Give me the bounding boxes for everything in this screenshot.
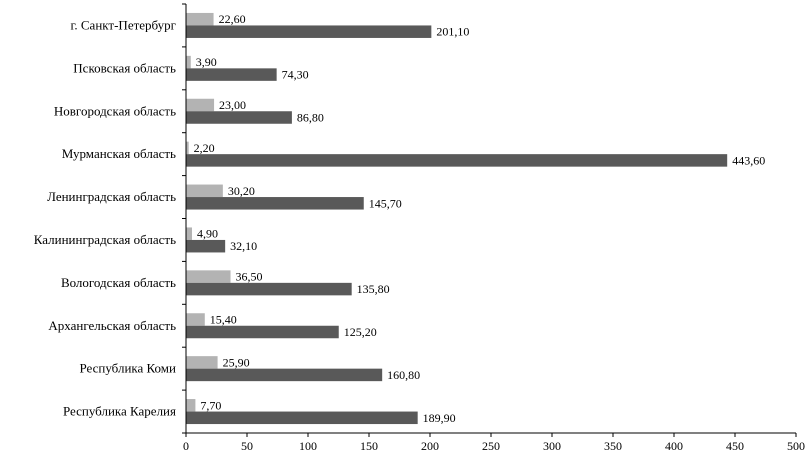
x-tick-label-1: 50: [241, 439, 253, 453]
value-label-series2-8: 125,20: [344, 325, 377, 339]
category-label-5: Ленинградская область: [47, 189, 176, 204]
bar-series1-4: [186, 141, 189, 155]
bar-series1-1: [186, 12, 214, 26]
value-label-series1-5: 30,20: [228, 184, 255, 198]
x-tick-label-5: 250: [482, 439, 500, 453]
bar-series2-7: [186, 282, 352, 296]
category-label-3: Новгородская область: [54, 103, 176, 118]
bar-series2-3: [186, 111, 292, 124]
value-label-series2-6: 32,10: [230, 239, 257, 253]
bar-series1-2: [186, 55, 191, 69]
category-label-1: г. Санкт-Петербург: [71, 17, 176, 32]
bar-series1-3: [186, 98, 215, 112]
x-tick-label-2: 100: [299, 439, 317, 453]
value-label-series2-2: 74,30: [282, 68, 309, 82]
bar-series2-2: [186, 68, 277, 81]
bar-series2-10: [186, 411, 418, 425]
bar-series1-6: [186, 227, 192, 240]
category-label-10: Республика Карелия: [63, 404, 176, 419]
category-label-2: Псковская область: [73, 60, 176, 75]
category-label-4: Мурманская область: [62, 146, 176, 161]
bar-series1-7: [186, 270, 231, 283]
x-tick-label-4: 200: [421, 439, 439, 453]
value-label-series1-1: 22,60: [219, 12, 246, 26]
bar-series2-8: [186, 325, 339, 339]
value-label-series2-4: 443,60: [732, 153, 765, 167]
bar-series2-5: [186, 197, 364, 210]
bar-series2-9: [186, 368, 383, 382]
value-label-series2-5: 145,70: [369, 196, 402, 210]
value-label-series1-4: 2,20: [194, 141, 215, 155]
bar-series1-10: [186, 399, 196, 412]
value-label-series2-3: 86,80: [297, 111, 324, 125]
x-tick-label-7: 350: [604, 439, 622, 453]
value-label-series2-10: 189,90: [423, 411, 456, 425]
bar-series1-5: [186, 184, 223, 198]
bar-series2-4: [186, 154, 728, 167]
bar-series1-8: [186, 313, 205, 326]
value-label-series1-8: 15,40: [210, 313, 237, 327]
category-label-8: Архангельская область: [48, 318, 176, 333]
value-label-series2-7: 135,80: [357, 282, 390, 296]
bar-series1-9: [186, 356, 218, 369]
x-tick-label-9: 450: [726, 439, 744, 453]
value-label-series1-7: 36,50: [236, 270, 263, 284]
x-tick-label-8: 400: [665, 439, 683, 453]
x-tick-label-0: 0: [183, 439, 189, 453]
x-tick-label-3: 150: [360, 439, 378, 453]
value-label-series1-9: 25,90: [223, 355, 250, 369]
category-label-6: Калининградская область: [34, 232, 176, 247]
category-label-9: Республика Коми: [79, 361, 176, 376]
value-label-series2-1: 201,10: [436, 25, 469, 39]
x-tick-label-6: 300: [543, 439, 561, 453]
value-label-series1-6: 4,90: [197, 227, 218, 241]
bar-series2-6: [186, 239, 226, 253]
category-label-7: Вологодская область: [61, 275, 176, 290]
value-label-series1-10: 7,70: [200, 398, 221, 412]
bar-series2-1: [186, 25, 432, 38]
x-tick-label-10: 500: [787, 439, 805, 453]
value-label-series1-2: 3,90: [196, 55, 217, 69]
value-label-series2-9: 160,80: [387, 368, 420, 382]
value-label-series1-3: 23,00: [219, 98, 246, 112]
